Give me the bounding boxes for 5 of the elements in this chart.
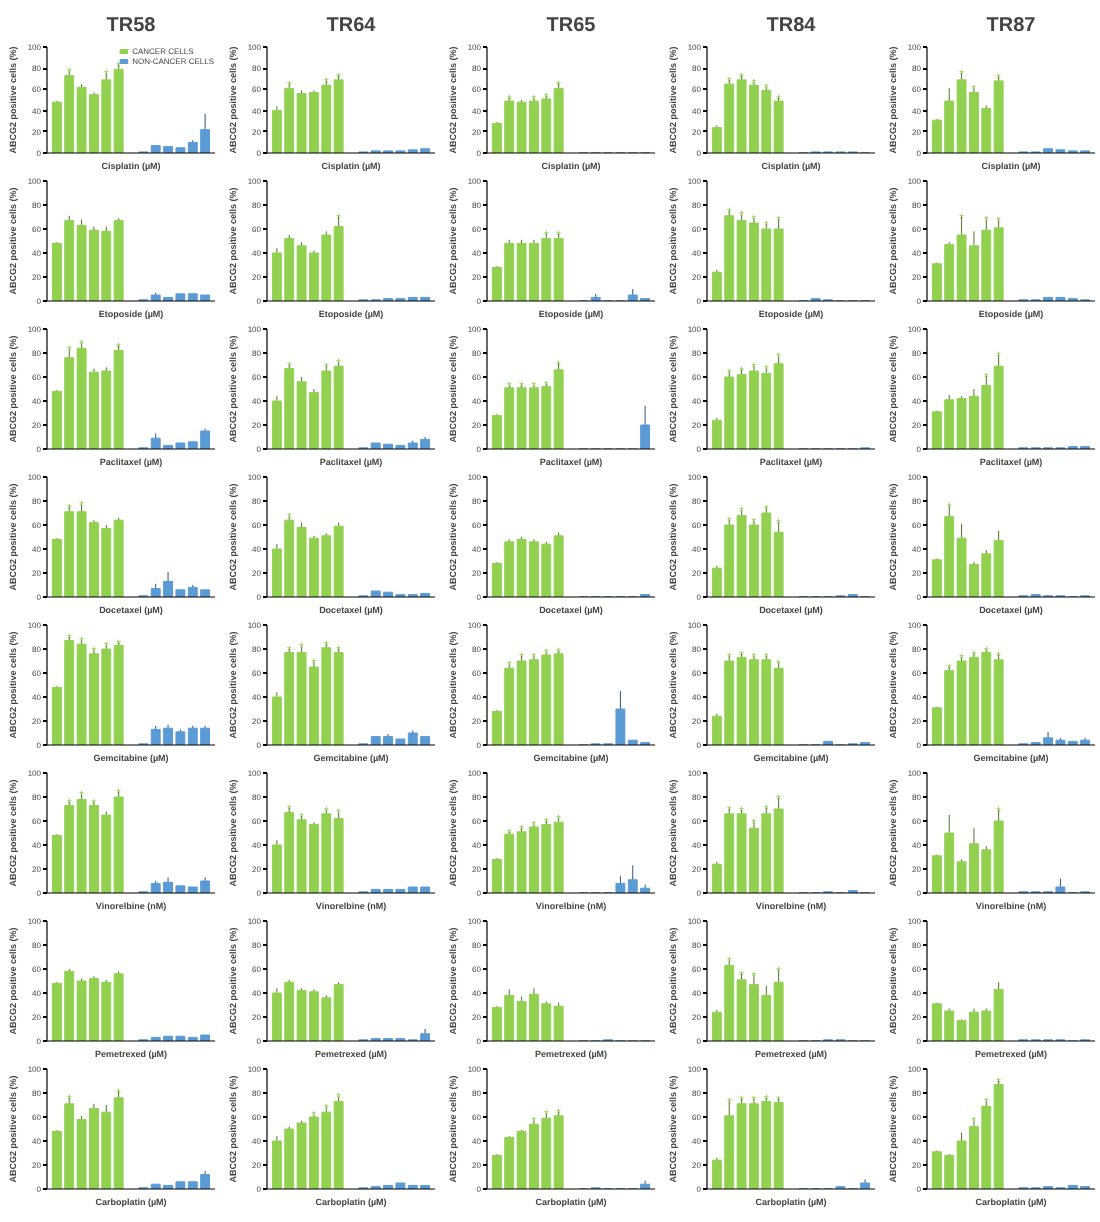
chart-title: TR58	[106, 15, 157, 37]
chart-title: TR65	[546, 15, 597, 37]
chart-title: TR87	[986, 15, 1037, 37]
chart-title: TR64	[326, 15, 377, 37]
chart-title: TR84	[766, 15, 817, 37]
